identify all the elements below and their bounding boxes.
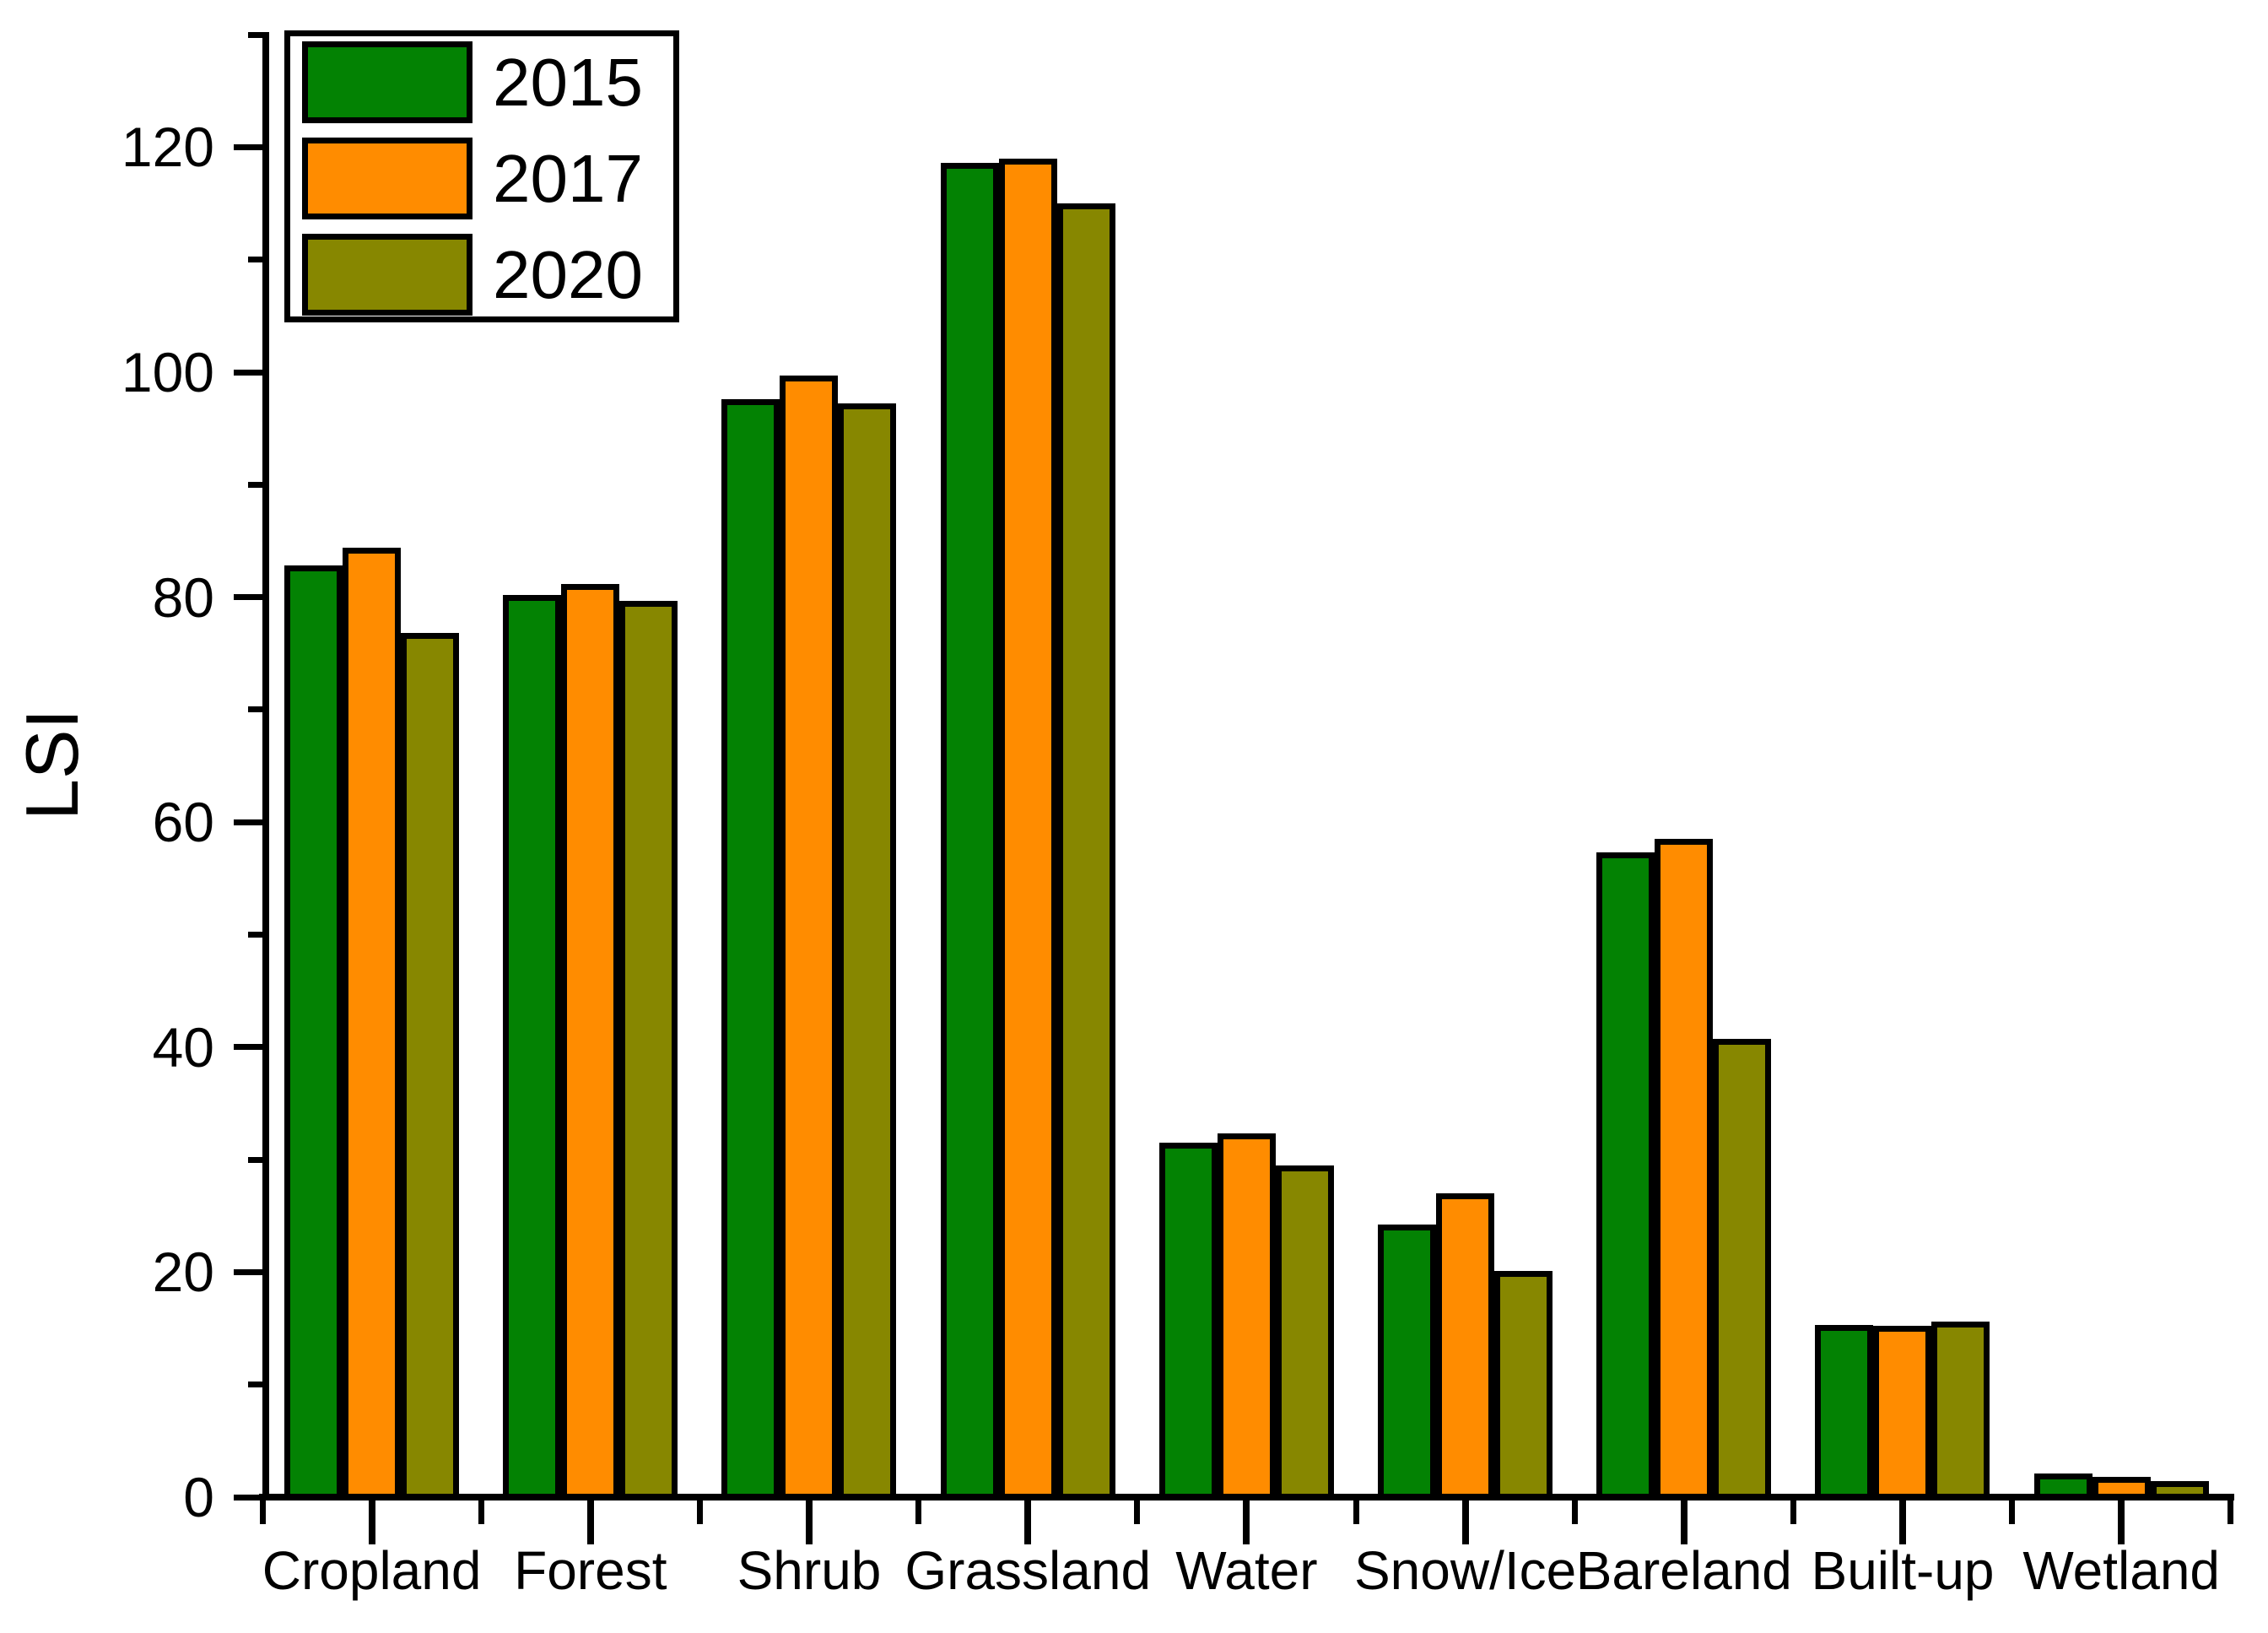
x-minor-tick	[2009, 1501, 2016, 1524]
x-major-tick	[1899, 1501, 1906, 1544]
y-minor-tick	[248, 1156, 262, 1163]
y-tick-label: 60	[152, 791, 214, 854]
bar-2017-wetland	[2092, 1477, 2151, 1500]
x-major-tick	[1680, 1501, 1688, 1544]
legend-swatch-2020	[302, 234, 472, 316]
bar-2017-shrub	[780, 375, 839, 1500]
y-axis-line	[262, 32, 269, 1501]
y-tick-label: 40	[152, 1015, 214, 1079]
x-major-tick	[806, 1501, 813, 1544]
bar-2015-shrub	[721, 398, 780, 1500]
x-category-label-wetland: Wetland	[2022, 1540, 2220, 1601]
x-category-label-bareland: Bareland	[1575, 1540, 1792, 1601]
x-major-tick	[1024, 1501, 1032, 1544]
y-major-tick	[234, 594, 262, 601]
y-minor-tick	[248, 31, 262, 38]
x-major-tick	[1243, 1501, 1250, 1544]
x-major-tick	[368, 1501, 375, 1544]
legend: 2015 2017 2020	[284, 30, 679, 322]
bar-2017-forest	[561, 583, 620, 1500]
x-category-label-snow-ice: Snow/Ice	[1353, 1540, 1577, 1601]
x-category-label-forest: Forest	[514, 1540, 667, 1601]
y-major-tick	[234, 1494, 262, 1501]
y-minor-tick	[248, 706, 262, 713]
legend-swatch-2017	[302, 138, 472, 219]
legend-swatch-2015	[302, 41, 472, 123]
y-minor-tick	[248, 932, 262, 938]
x-category-label-water: Water	[1175, 1540, 1318, 1601]
bar-2015-bareland	[1596, 852, 1655, 1500]
y-tick-label: 0	[183, 1466, 214, 1528]
x-minor-tick	[259, 1501, 266, 1524]
bar-2020-wetland	[2150, 1481, 2209, 1500]
bar-2015-grassland	[940, 163, 999, 1500]
legend-label: 2015	[493, 45, 643, 120]
bar-2020-cropland	[401, 633, 459, 1500]
bar-2017-water	[1217, 1133, 1276, 1500]
x-category-label-grassland: Grassland	[904, 1540, 1152, 1601]
x-category-label-shrub: Shrub	[737, 1540, 882, 1601]
x-category-label-cropland: Cropland	[262, 1540, 482, 1601]
y-tick-label: 120	[121, 116, 214, 179]
legend-label: 2020	[493, 237, 643, 312]
bar-2017-grassland	[998, 158, 1057, 1500]
bar-2020-water	[1275, 1165, 1334, 1500]
y-tick-label: 100	[121, 341, 214, 403]
legend-label: 2017	[493, 141, 643, 216]
x-major-tick	[2118, 1501, 2125, 1544]
x-category-label-built-up: Built-up	[1811, 1540, 1995, 1601]
bar-2017-cropland	[343, 547, 401, 1500]
bar-2015-snow-ice	[1378, 1225, 1436, 1500]
bar-2015-cropland	[284, 565, 343, 1500]
x-minor-tick	[1353, 1501, 1359, 1524]
y-major-tick	[234, 819, 262, 825]
y-major-tick	[234, 369, 262, 376]
bar-2017-bareland	[1655, 839, 1714, 1500]
x-minor-tick	[1790, 1501, 1796, 1524]
y-major-tick	[234, 1044, 262, 1051]
y-minor-tick	[248, 257, 262, 263]
bar-2015-built-up	[1815, 1325, 1874, 1500]
bar-2020-grassland	[1056, 203, 1115, 1500]
y-tick-label: 20	[152, 1241, 214, 1304]
y-tick-label: 80	[152, 565, 214, 629]
bar-2020-shrub	[838, 403, 897, 1500]
bar-2015-wetland	[2033, 1473, 2092, 1500]
x-minor-tick	[696, 1501, 703, 1524]
x-major-tick	[1461, 1501, 1469, 1544]
x-minor-tick	[478, 1501, 484, 1524]
x-major-tick	[586, 1501, 594, 1544]
bar-2015-forest	[503, 594, 562, 1500]
x-minor-tick	[1571, 1501, 1578, 1524]
bar-2020-built-up	[1931, 1322, 1990, 1500]
y-minor-tick	[248, 1382, 262, 1388]
bar-2020-forest	[619, 600, 678, 1500]
legend-item-2020: 2020	[290, 234, 673, 316]
y-major-tick	[234, 1268, 262, 1275]
y-minor-tick	[248, 481, 262, 488]
bar-2017-built-up	[1873, 1326, 1932, 1500]
x-minor-tick	[1134, 1501, 1141, 1524]
bar-2020-snow-ice	[1494, 1271, 1552, 1500]
x-minor-tick	[915, 1501, 922, 1524]
x-minor-tick	[2228, 1501, 2234, 1524]
bar-2015-water	[1158, 1143, 1218, 1500]
y-major-tick	[234, 143, 262, 150]
legend-item-2015: 2015	[290, 41, 673, 123]
legend-item-2017: 2017	[290, 138, 673, 219]
bar-2017-snow-ice	[1436, 1193, 1494, 1500]
bar-2020-bareland	[1713, 1039, 1772, 1500]
